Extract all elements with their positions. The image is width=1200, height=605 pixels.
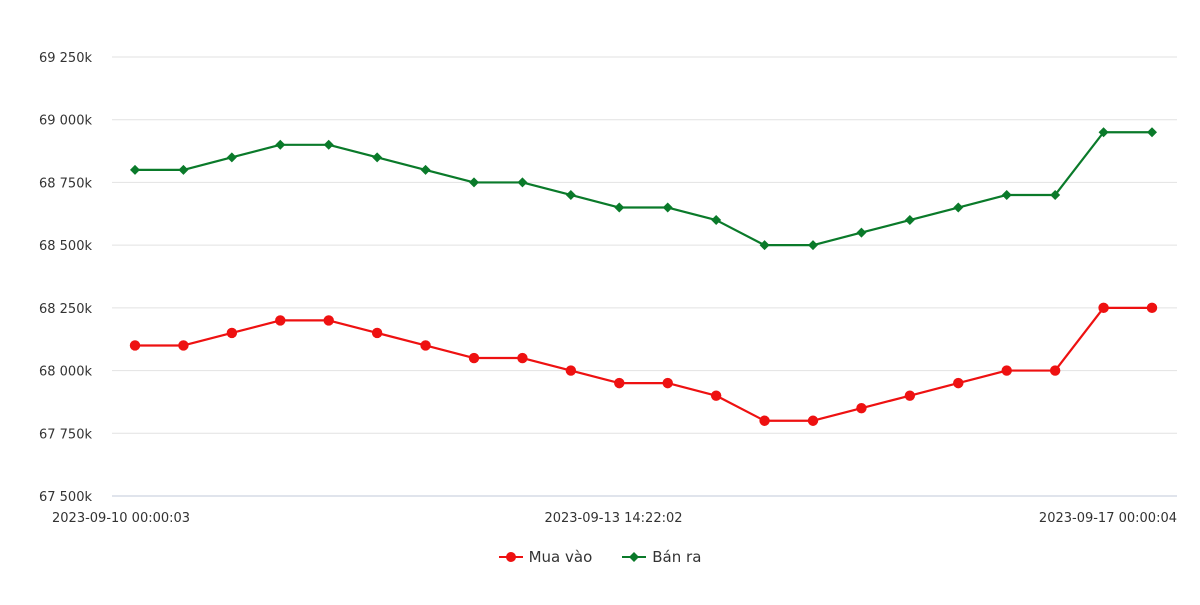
data-point[interactable]: [759, 415, 770, 426]
data-point[interactable]: [1146, 302, 1158, 314]
red-circle-marker-icon: [498, 552, 523, 562]
grid-lines: [112, 56, 1177, 497]
data-point[interactable]: [1001, 365, 1012, 376]
data-point[interactable]: [1147, 127, 1157, 138]
data-point[interactable]: [517, 177, 528, 188]
legend-item-mua-vao[interactable]: Mua vào: [498, 548, 593, 566]
y-tick-label: 67 500k: [39, 490, 92, 505]
legend-item-ban-ra[interactable]: Bán ra: [622, 548, 701, 566]
data-point[interactable]: [420, 164, 431, 175]
data-point[interactable]: [1049, 365, 1061, 376]
y-axis-tick-labels: 67 500k 67 750k 68 000k 68 250k 68 500k 68 75…: [39, 51, 92, 505]
series-line-1: [135, 131, 1152, 247]
data-point[interactable]: [275, 139, 286, 150]
data-point[interactable]: [759, 240, 770, 251]
legend-label-ban-ra: Bán ra: [652, 548, 702, 566]
data-point[interactable]: [130, 164, 140, 175]
legend-label-mua-vao: Mua vào: [528, 548, 593, 566]
data-point[interactable]: [469, 177, 479, 188]
y-tick-label: 67 750k: [39, 427, 92, 442]
legend: Mua vào Bán ra: [0, 548, 1200, 566]
data-point[interactable]: [226, 327, 238, 339]
data-point[interactable]: [1001, 189, 1012, 200]
x-tick-label: 2023-09-13 14:22:02: [544, 511, 682, 526]
y-tick-label: 68 000k: [39, 365, 92, 380]
data-point[interactable]: [614, 377, 625, 389]
data-point[interactable]: [565, 365, 577, 376]
y-tick-label: 68 500k: [39, 239, 92, 254]
data-point[interactable]: [904, 390, 916, 401]
series-lines: [135, 131, 1152, 422]
data-point[interactable]: [468, 352, 480, 364]
data-point[interactable]: [1098, 127, 1109, 138]
x-axis-tick-labels: 2023-09-10 00:00:03 2023-09-13 14:22:02 20…: [52, 511, 1177, 526]
data-point[interactable]: [372, 152, 383, 163]
y-tick-label: 68 250k: [39, 302, 92, 317]
data-point[interactable]: [371, 327, 383, 339]
x-tick-label: 2023-09-17 00:00:04: [1039, 511, 1177, 526]
data-point[interactable]: [420, 340, 431, 351]
series-line-0: [135, 306, 1152, 422]
chart: 67 500k 67 750k 68 000k 68 250k 68 500k 68 75…: [39, 51, 1177, 526]
data-point[interactable]: [275, 315, 286, 326]
y-tick-label: 69 000k: [39, 114, 92, 129]
data-point[interactable]: [178, 164, 189, 175]
data-point[interactable]: [614, 202, 625, 213]
data-point[interactable]: [856, 227, 867, 238]
data-point[interactable]: [856, 403, 867, 414]
data-point[interactable]: [323, 139, 334, 150]
data-point[interactable]: [710, 390, 722, 401]
data-point[interactable]: [807, 415, 819, 426]
data-point[interactable]: [1050, 189, 1061, 200]
data-point[interactable]: [323, 315, 334, 326]
data-point[interactable]: [1098, 302, 1109, 314]
y-tick-label: 69 250k: [39, 51, 92, 66]
data-point[interactable]: [178, 340, 189, 351]
green-diamond-marker-icon: [622, 552, 647, 562]
data-point[interactable]: [953, 202, 964, 213]
data-point[interactable]: [711, 215, 722, 226]
series-markers: [129, 127, 1158, 426]
data-point[interactable]: [129, 340, 141, 351]
data-point[interactable]: [808, 240, 818, 251]
data-point[interactable]: [565, 189, 576, 200]
data-point[interactable]: [226, 152, 237, 163]
data-point[interactable]: [662, 377, 673, 389]
data-point[interactable]: [904, 215, 915, 226]
y-tick-label: 68 750k: [39, 176, 92, 191]
data-point[interactable]: [662, 202, 673, 213]
data-point[interactable]: [517, 352, 528, 364]
x-tick-label: 2023-09-10 00:00:03: [52, 511, 190, 526]
data-point[interactable]: [953, 377, 964, 389]
